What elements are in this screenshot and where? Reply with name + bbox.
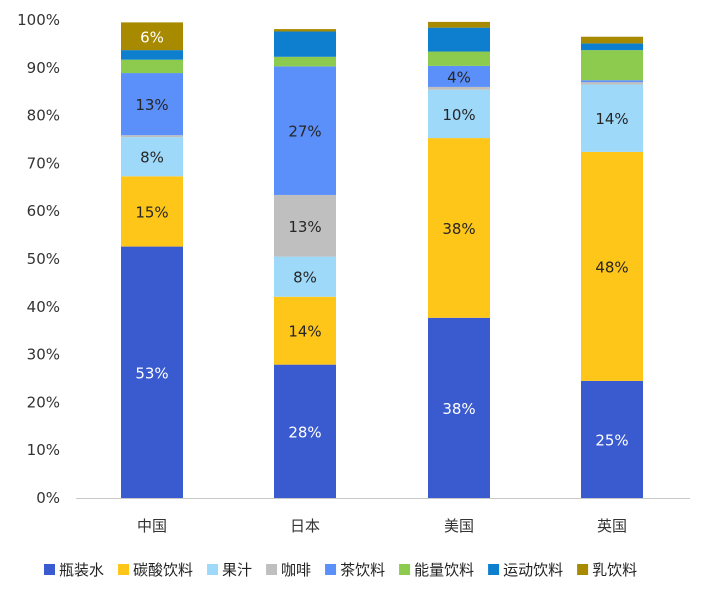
legend-swatch <box>399 564 411 575</box>
bar-segment <box>121 73 183 136</box>
bar-segment <box>581 151 643 381</box>
data-label: 28% <box>288 423 321 441</box>
y-tick-label: 100% <box>17 11 60 29</box>
legend-label: 碳酸饮料 <box>133 561 193 579</box>
y-tick-label: 80% <box>27 107 60 125</box>
x-tick-label: 英国 <box>597 517 627 535</box>
data-label: 13% <box>288 218 321 236</box>
legend-swatch <box>325 564 337 575</box>
bar-segment <box>274 66 336 195</box>
legend-swatch <box>44 564 55 575</box>
legend-swatch <box>207 564 219 575</box>
x-tick-label: 中国 <box>137 517 167 535</box>
legend-label: 咖啡 <box>281 561 311 579</box>
bar-segment <box>121 137 183 177</box>
bar-segment <box>274 296 336 365</box>
bar-segment <box>274 29 336 32</box>
legend-label: 果汁 <box>222 561 252 579</box>
y-axis: 0% 10% 20% 30% 40% 50% 60% 70% 80% 90% 100% <box>17 11 60 507</box>
data-label: 13% <box>135 96 168 114</box>
y-tick-label: 50% <box>27 250 60 268</box>
bar-segment <box>121 50 183 60</box>
bar-segment <box>274 31 336 57</box>
bar-segment <box>428 51 490 66</box>
data-label: 15% <box>135 203 168 221</box>
x-tick-label: 日本 <box>290 517 320 535</box>
bar-segment <box>581 84 643 152</box>
bar-segment <box>428 65 490 87</box>
data-label: 27% <box>288 123 321 141</box>
data-label: 10% <box>442 106 475 124</box>
legend-label: 茶饮料 <box>340 561 385 579</box>
y-tick-label: 20% <box>27 393 60 411</box>
legend-swatch <box>577 564 589 575</box>
legend: 瓶装水 碳酸饮料 果汁 咖啡 茶饮料 能量饮料 运动饮料 乳饮料 <box>44 561 637 579</box>
data-label: 8% <box>293 269 317 287</box>
bar-segment <box>274 194 336 257</box>
data-label: 38% <box>442 220 475 238</box>
data-label: 53% <box>135 364 168 382</box>
legend-label: 运动饮料 <box>503 561 563 579</box>
y-tick-label: 70% <box>27 154 60 172</box>
bar-segment <box>428 317 490 498</box>
y-tick-label: 40% <box>27 298 60 316</box>
x-tick-label: 美国 <box>444 517 474 535</box>
bar-segment <box>581 50 643 81</box>
data-label: 25% <box>595 431 628 449</box>
x-axis: 中国 日本 美国 英国 <box>137 517 627 535</box>
bars-area: 53% 15% 8% 13% 6% 28% 14% 8% 13% 27% 38% 38% 10% 4% 25… <box>121 21 643 498</box>
data-label: 4% <box>447 68 471 86</box>
bar-segment <box>121 176 183 247</box>
legend-swatch <box>488 564 500 575</box>
bar-segment <box>428 89 490 139</box>
bar-segment <box>581 80 643 83</box>
legend-swatch <box>118 564 130 575</box>
bar-segment <box>121 59 183 74</box>
bar-segment <box>274 364 336 498</box>
data-label: 38% <box>442 400 475 418</box>
legend-label: 乳饮料 <box>592 561 637 579</box>
bar-segment <box>121 22 183 51</box>
y-tick-label: 90% <box>27 59 60 77</box>
data-label: 8% <box>140 149 164 167</box>
legend-swatch <box>266 564 278 575</box>
bar-segment <box>581 82 643 85</box>
data-label: 48% <box>595 258 628 276</box>
bar-segment <box>121 135 183 138</box>
data-label: 14% <box>288 323 321 341</box>
bar-segment <box>581 36 643 44</box>
bar-segment <box>581 43 643 51</box>
bar-segment <box>428 27 490 52</box>
legend-label: 能量饮料 <box>414 561 474 579</box>
y-tick-label: 10% <box>27 441 60 459</box>
bar-segment <box>428 86 490 90</box>
bar-segment <box>428 21 490 28</box>
bar-segment <box>428 138 490 318</box>
y-tick-label: 30% <box>27 346 60 364</box>
data-label: 6% <box>140 28 164 46</box>
y-tick-label: 60% <box>27 202 60 220</box>
legend-label: 瓶装水 <box>59 561 104 579</box>
bar-segment <box>274 256 336 297</box>
bar-segment <box>581 380 643 498</box>
data-label: 14% <box>595 110 628 128</box>
y-tick-label: 0% <box>36 489 60 507</box>
bar-segment <box>121 246 183 498</box>
bar-segment <box>274 56 336 67</box>
